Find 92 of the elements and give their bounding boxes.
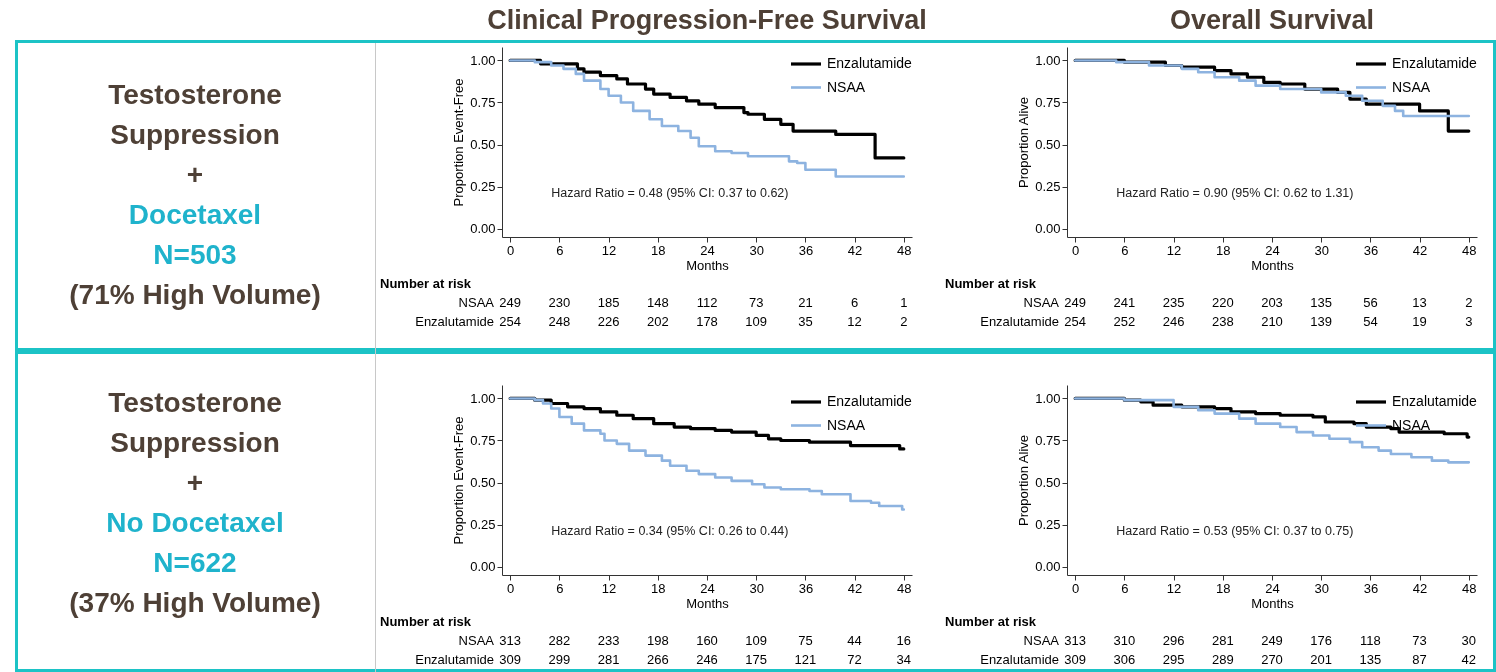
annotation: Hazard Ratio = 0.48 (95% CI: 0.37 to 0.62) xyxy=(551,186,789,201)
y-tick-label: 1.00 xyxy=(1035,390,1061,406)
legend-label: NSAA xyxy=(1392,78,1431,95)
y-axis-title: Proportion Event-Free xyxy=(451,416,467,545)
text: NSAA 313 282 233 198 160 109 75 44 16 xyxy=(458,633,912,648)
legend-label: Enzalutamide xyxy=(1392,393,1478,409)
x-tick-label: 24 xyxy=(700,580,715,596)
x-tick-label: 18 xyxy=(1216,242,1231,258)
y-tick-label: 0.00 xyxy=(470,221,496,237)
text: NSAA 313 310 296 281 249 176 118 73 30 xyxy=(1023,633,1477,648)
text: Testosterone Suppression + Docetaxel N=503 (71% High Volume) xyxy=(68,78,322,312)
y-tick-label: 0.75 xyxy=(1035,94,1061,110)
text: Number at risk xyxy=(380,614,472,629)
x-tick-label: 42 xyxy=(1412,242,1428,258)
x-tick-label: 48 xyxy=(897,242,912,258)
x-axis-title: Months xyxy=(686,257,730,273)
x-tick-label: 6 xyxy=(556,580,564,596)
y-tick-label: 0.75 xyxy=(470,94,496,110)
x-tick-label: 0 xyxy=(507,580,515,596)
x-tick-label: 6 xyxy=(1121,242,1129,258)
y-axis-title: Proportion Event-Free xyxy=(451,78,467,207)
x-tick-label: 36 xyxy=(798,242,814,258)
x-axis-title: Months xyxy=(1251,257,1295,273)
text: Number at risk xyxy=(380,276,472,291)
x-tick-label: 42 xyxy=(847,580,863,596)
x-tick-label: 18 xyxy=(651,580,666,596)
y-tick-label: 0.75 xyxy=(1035,432,1061,448)
y-axis-title: Proportion Alive xyxy=(1016,434,1032,527)
x-tick-label: 30 xyxy=(749,242,764,258)
chart-title: Clinical Progression-Free Survival xyxy=(487,5,927,35)
x-tick-label: 12 xyxy=(601,580,617,596)
y-tick-label: 1.00 xyxy=(470,390,496,406)
x-tick-label: 0 xyxy=(1072,242,1080,258)
text: NSAA 249 241 235 220 203 135 56 13 2 xyxy=(1023,295,1473,310)
y-tick-label: 0.50 xyxy=(470,475,496,491)
legend-label: NSAA xyxy=(827,78,866,95)
x-tick-label: 0 xyxy=(1072,580,1080,596)
x-axis-title: Months xyxy=(1251,595,1295,611)
annotation: Hazard Ratio = 0.53 (95% CI: 0.37 to 0.75) xyxy=(1116,524,1354,539)
y-tick-label: 0.25 xyxy=(470,517,496,533)
x-tick-label: 12 xyxy=(601,242,617,258)
y-tick-label: 0.75 xyxy=(470,432,496,448)
legend-label: Enzalutamide xyxy=(827,55,913,71)
x-tick-label: 0 xyxy=(507,242,515,258)
y-tick-label: 0.50 xyxy=(1035,137,1061,153)
annotation: Hazard Ratio = 0.34 (95% CI: 0.26 to 0.44) xyxy=(551,524,789,539)
y-tick-label: 0.00 xyxy=(470,559,496,575)
text: Testosterone Suppression + No Docetaxel N=622 (37% High Volume) xyxy=(68,386,322,620)
legend-label: Enzalutamide xyxy=(1392,55,1478,71)
x-tick-label: 12 xyxy=(1166,580,1182,596)
y-tick-label: 0.00 xyxy=(1035,221,1061,237)
y-axis-title: Proportion Alive xyxy=(1016,96,1032,189)
x-tick-label: 30 xyxy=(749,580,764,596)
x-tick-label: 42 xyxy=(847,242,863,258)
text: Number at risk xyxy=(945,614,1037,629)
y-tick-label: 0.25 xyxy=(1035,517,1061,533)
y-tick-label: 1.00 xyxy=(1035,52,1061,68)
text: NSAA 249 230 185 148 112 73 21 6 1 xyxy=(458,295,908,310)
x-tick-label: 36 xyxy=(1363,242,1379,258)
text: Enzalutamide 309 299 281 266 246 175 121 72 34 xyxy=(415,652,912,667)
chart-title: Overall Survival xyxy=(1169,5,1375,35)
x-tick-label: 30 xyxy=(1314,242,1329,258)
legend-label: Enzalutamide xyxy=(827,393,913,409)
text: Enzalutamide 254 248 226 202 178 109 35 12 2 xyxy=(415,314,908,329)
x-tick-label: 6 xyxy=(556,242,564,258)
text: Number at risk xyxy=(945,276,1037,291)
y-tick-label: 0.50 xyxy=(1035,475,1061,491)
x-tick-label: 42 xyxy=(1412,580,1428,596)
text: Enzalutamide 254 252 246 238 210 139 54 19 3 xyxy=(980,314,1473,329)
y-tick-label: 0.50 xyxy=(470,137,496,153)
x-tick-label: 6 xyxy=(1121,580,1129,596)
x-tick-label: 48 xyxy=(1462,242,1477,258)
y-tick-label: 1.00 xyxy=(470,52,496,68)
x-tick-label: 18 xyxy=(1216,580,1231,596)
x-tick-label: 12 xyxy=(1166,242,1182,258)
x-tick-label: 48 xyxy=(1462,580,1477,596)
x-tick-label: 48 xyxy=(897,580,912,596)
y-tick-label: 0.00 xyxy=(1035,559,1061,575)
text: Enzalutamide 309 306 295 289 270 201 135 87 42 xyxy=(980,652,1477,667)
x-tick-label: 30 xyxy=(1314,580,1329,596)
x-tick-label: 36 xyxy=(798,580,814,596)
x-tick-label: 24 xyxy=(1265,242,1280,258)
annotation: Hazard Ratio = 0.90 (95% CI: 0.62 to 1.31) xyxy=(1116,186,1354,201)
y-tick-label: 0.25 xyxy=(1035,179,1061,195)
x-tick-label: 24 xyxy=(700,242,715,258)
x-tick-label: 36 xyxy=(1363,580,1379,596)
y-tick-label: 0.25 xyxy=(470,179,496,195)
legend-label: NSAA xyxy=(1392,416,1431,433)
legend-label: NSAA xyxy=(827,416,866,433)
x-tick-label: 24 xyxy=(1265,580,1280,596)
x-axis-title: Months xyxy=(686,595,730,611)
x-tick-label: 18 xyxy=(651,242,666,258)
